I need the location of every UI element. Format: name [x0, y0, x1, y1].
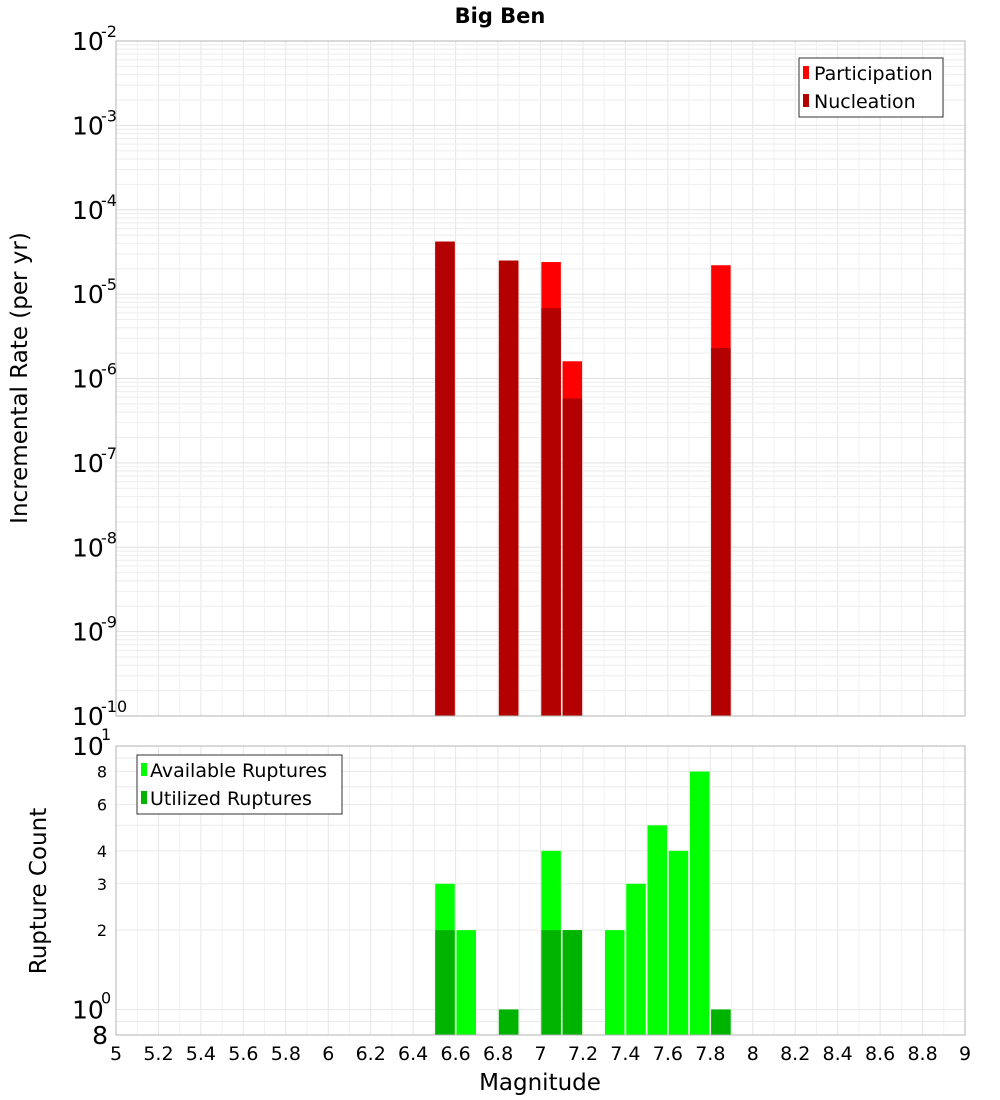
bottom-y-axis-label: Rupture Count: [26, 808, 52, 974]
top-y-tick-exponent: -8: [101, 528, 117, 547]
bottom-legend-box: [136, 754, 343, 815]
x-tick-label: 8.6: [865, 1043, 895, 1065]
bar-available-ruptures: [626, 883, 646, 1035]
x-tick-label: 5.8: [271, 1043, 301, 1065]
x-tick-label: 7.8: [695, 1043, 725, 1065]
x-axis-label: Magnitude: [479, 1070, 601, 1096]
x-tick-label: 8: [747, 1043, 759, 1065]
top-y-tick-exponent: -10: [101, 697, 127, 716]
bottom-y-minor-tick-label: 6: [97, 795, 107, 814]
bar-utilized-ruptures: [711, 1009, 731, 1035]
bar-utilized-ruptures: [498, 1009, 519, 1035]
legend-swatch-nucleation: [803, 94, 809, 107]
top-y-tick-base: 10: [72, 280, 104, 309]
bar-utilized-ruptures: [541, 930, 561, 1035]
bar-available-ruptures: [647, 825, 667, 1035]
bar-nucleation: [562, 398, 583, 716]
bottom-y-tick-exponent: 0: [101, 988, 111, 1007]
bar-available-ruptures: [689, 771, 710, 1035]
top-y-tick-base: 10: [72, 533, 104, 562]
x-tick-label: 5.4: [186, 1043, 216, 1065]
top-y-tick-exponent: -2: [101, 22, 117, 41]
bottom-plot-frame: [115, 745, 966, 1036]
legend-swatch-participation: [803, 66, 809, 79]
x-tick-label: 6.6: [440, 1043, 470, 1065]
x-tick-label: 6.2: [356, 1043, 386, 1065]
x-tick-labels: 5 5.2 5.4 5.6 5.8 6 6.2 6.4 6.6 6.8 7 7.2 7.4 7.6 7.8 8…: [110, 1043, 971, 1065]
x-tick-label: 7: [534, 1043, 546, 1065]
x-tick-label: 5: [110, 1043, 122, 1065]
bottom-plot-bars: [435, 771, 731, 1035]
bottom-y-minor-tick-label: 3: [97, 875, 107, 894]
legend-swatch-available-ruptures: [141, 763, 147, 776]
x-tick-label: 5.6: [228, 1043, 258, 1065]
x-tick-label: 9: [959, 1043, 971, 1065]
top-y-tick-labels: 10-210-310-410-510-610-710-810-910-10: [72, 22, 127, 731]
x-tick-label: 7.4: [610, 1043, 640, 1065]
bottom-y-tick-base: 10: [72, 732, 104, 761]
chart-title: Big Ben: [455, 4, 546, 28]
legend-swatch-utilized-ruptures: [141, 791, 147, 804]
bar-available-ruptures: [456, 930, 476, 1035]
bottom-y-minor-tick-label: 8: [97, 763, 107, 782]
top-plot-frame: [115, 40, 966, 717]
x-tick-label: 8.4: [823, 1043, 853, 1065]
bar-available-ruptures: [605, 930, 625, 1035]
top-legend-box: [798, 57, 944, 118]
top-y-tick-base: 10: [72, 449, 104, 478]
top-y-tick-base: 10: [72, 196, 104, 225]
bar-nucleation: [541, 308, 561, 716]
bottom-y-tick-exponent: 1: [101, 725, 111, 744]
bottom-y-minor-tick-label: 8: [92, 1021, 108, 1050]
x-tick-label: 7.2: [568, 1043, 598, 1065]
top-legend: Participation Nucleation: [798, 57, 944, 118]
bar-utilized-ruptures: [562, 930, 583, 1035]
x-tick-label: 6.4: [398, 1043, 428, 1065]
top-plot-bars: [435, 241, 731, 717]
top-y-tick-base: 10: [72, 27, 104, 56]
top-plot-grid: [115, 41, 966, 717]
legend-label-utilized-ruptures: Utilized Ruptures: [150, 788, 312, 810]
top-y-tick-base: 10: [72, 702, 104, 731]
top-y-tick-base: 10: [72, 111, 104, 140]
x-tick-label: 7.6: [653, 1043, 683, 1065]
top-y-tick-exponent: -4: [101, 191, 117, 210]
top-y-tick-exponent: -5: [101, 275, 117, 294]
legend-label-participation: Participation: [814, 63, 933, 85]
top-y-axis-label: Incremental Rate (per yr): [7, 232, 33, 524]
x-tick-label: 8.8: [907, 1043, 937, 1065]
top-y-tick-exponent: -9: [101, 613, 117, 632]
x-tick-label: 8.2: [780, 1043, 810, 1065]
x-tick-label: 5.2: [143, 1043, 173, 1065]
bar-utilized-ruptures: [435, 930, 455, 1035]
bar-nucleation: [498, 260, 519, 716]
legend-label-available-ruptures: Available Ruptures: [150, 760, 327, 782]
bottom-legend: Available Ruptures Utilized Ruptures: [136, 754, 343, 815]
bottom-y-tick-base: 10: [72, 995, 104, 1024]
x-tick-label: 6: [322, 1043, 334, 1065]
bottom-y-minor-tick-label: 4: [97, 842, 107, 861]
legend-label-nucleation: Nucleation: [814, 91, 916, 113]
top-y-tick-exponent: -7: [101, 444, 117, 463]
bottom-y-minor-tick-label: 2: [97, 921, 107, 940]
x-tick-label: 6.8: [483, 1043, 513, 1065]
top-y-tick-base: 10: [72, 365, 104, 394]
bar-nucleation: [435, 241, 455, 717]
bar-nucleation: [711, 347, 731, 716]
top-y-tick-exponent: -3: [101, 106, 117, 125]
top-y-tick-exponent: -6: [101, 360, 117, 379]
bar-available-ruptures: [668, 850, 689, 1035]
top-y-tick-base: 10: [72, 618, 104, 647]
